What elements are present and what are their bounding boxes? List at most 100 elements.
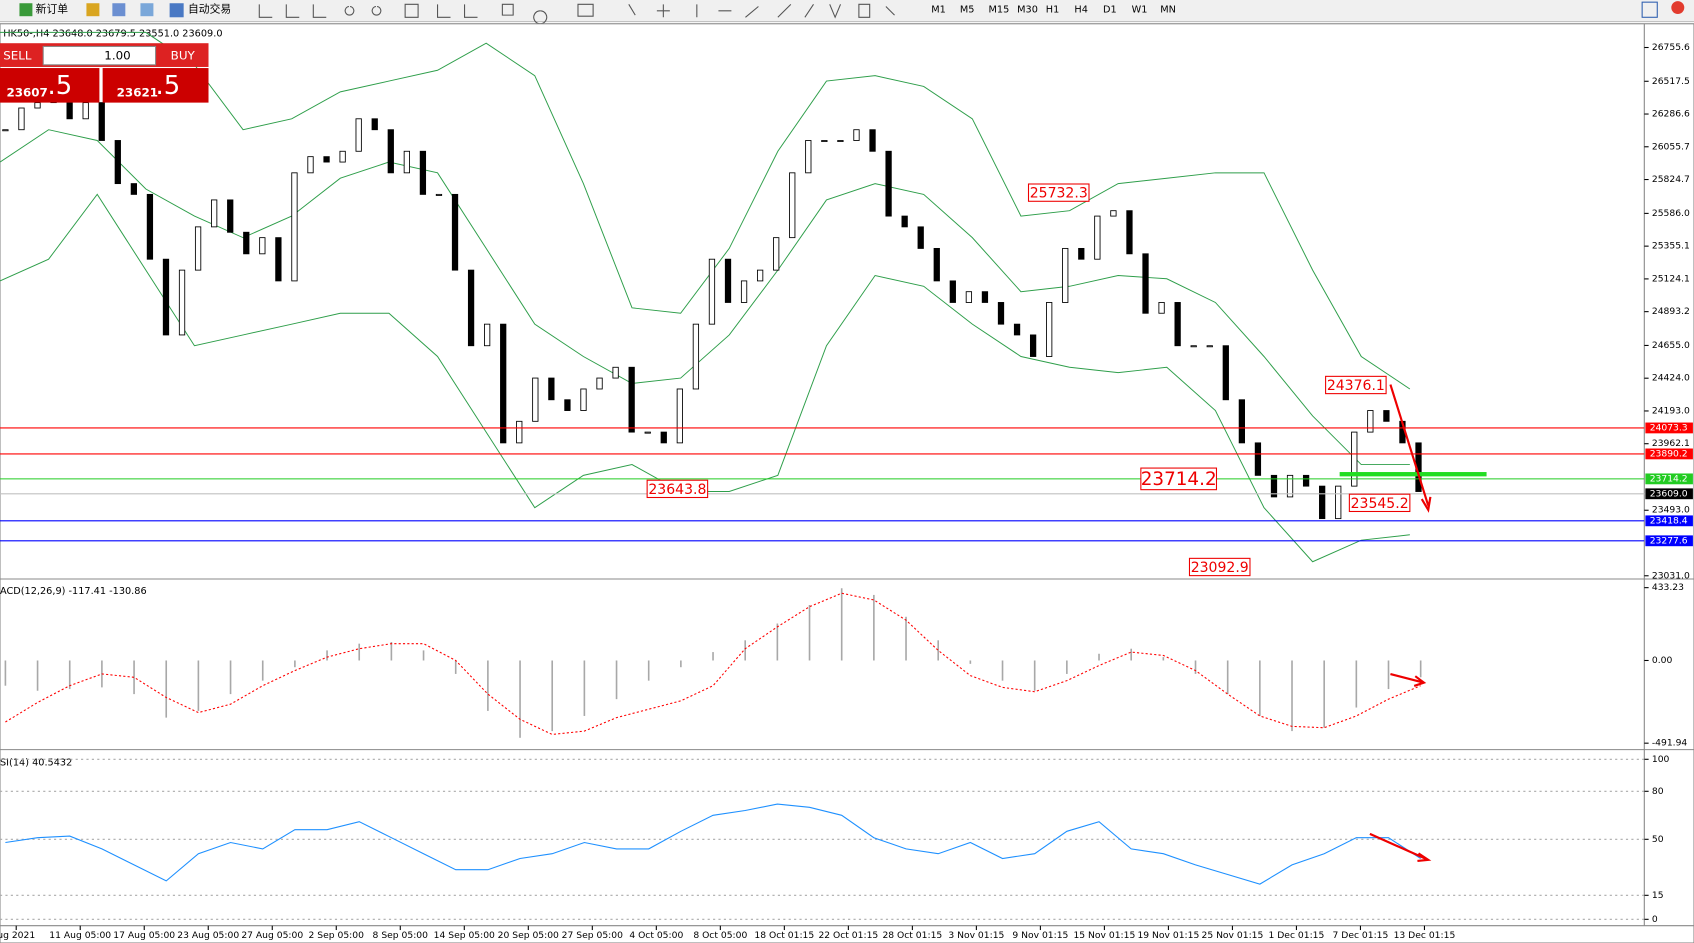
price-level-tag bbox=[1645, 535, 1693, 547]
trade-panel: SELL 1.00 BUY 23607 .5 23621 .5 bbox=[0, 43, 209, 103]
candle bbox=[484, 323, 491, 347]
toolbar-icon[interactable] bbox=[112, 3, 126, 17]
candle bbox=[146, 193, 154, 260]
price-level-label: 23890.2 bbox=[1650, 448, 1688, 459]
candle bbox=[596, 377, 603, 390]
price-annotation: 24376.1 bbox=[1327, 378, 1385, 394]
x-tick-label: 28 Oct 01:15 bbox=[882, 930, 942, 941]
y-tick-label: 50 bbox=[1652, 834, 1664, 845]
auto-trading-button[interactable]: 自动交易 bbox=[188, 2, 231, 16]
candle bbox=[98, 102, 105, 141]
candle bbox=[612, 366, 619, 379]
candle bbox=[467, 269, 475, 347]
x-tick-label: 19 Nov 01:15 bbox=[1137, 930, 1199, 941]
drawn-annotations bbox=[1339, 384, 1487, 862]
timeframe-button[interactable]: M1 bbox=[931, 5, 946, 16]
timeframe-button[interactable]: H4 bbox=[1074, 5, 1088, 16]
candle bbox=[692, 323, 700, 390]
price-level-tag bbox=[1645, 515, 1693, 527]
lot-input[interactable] bbox=[42, 45, 157, 66]
price-level-tag bbox=[1645, 422, 1693, 434]
timeframe-button[interactable]: W1 bbox=[1132, 5, 1148, 16]
candle bbox=[548, 377, 555, 401]
x-tick-label: 13 Dec 01:15 bbox=[1394, 930, 1456, 941]
candle bbox=[387, 129, 394, 174]
bollinger-band bbox=[0, 129, 1410, 466]
sell-price-box[interactable] bbox=[0, 68, 100, 103]
candle bbox=[628, 366, 635, 433]
notification-badge[interactable] bbox=[1671, 1, 1685, 15]
candle bbox=[1078, 247, 1085, 260]
buy-price-box[interactable] bbox=[102, 68, 209, 103]
x-tick-label: 22 Oct 01:15 bbox=[818, 930, 878, 941]
candle bbox=[516, 420, 523, 444]
candle bbox=[371, 118, 378, 131]
x-tick-label: 8 Sep 05:00 bbox=[373, 930, 429, 941]
lot-value[interactable]: 1.00 bbox=[104, 49, 130, 63]
toolbar-icon[interactable] bbox=[140, 3, 154, 17]
candle bbox=[275, 237, 282, 282]
rsi-line bbox=[5, 803, 1421, 885]
timeframe-button[interactable]: D1 bbox=[1103, 5, 1117, 16]
price-annotation-box bbox=[1027, 183, 1090, 202]
panel-title: ACD(12,26,9) -117.41 -130.86 bbox=[0, 586, 147, 597]
toolbar bbox=[0, 0, 1694, 22]
candle bbox=[724, 258, 732, 303]
bollinger-band bbox=[0, 31, 1411, 390]
candle bbox=[756, 269, 764, 282]
new-order-button[interactable]: 新订单 bbox=[36, 2, 69, 16]
buy-button[interactable]: BUY bbox=[171, 49, 196, 63]
chart-frame bbox=[0, 23, 1694, 943]
x-tick-label: 4 Oct 05:00 bbox=[629, 930, 683, 941]
timeframe-button[interactable]: MN bbox=[1160, 5, 1176, 16]
search-icon[interactable] bbox=[1641, 1, 1658, 18]
price-level-label: 23714.2 bbox=[1650, 473, 1688, 484]
panel-title: SI(14) 40.5432 bbox=[0, 758, 72, 769]
price-annotation: 23714.2 bbox=[1141, 469, 1217, 490]
candle bbox=[1110, 210, 1117, 217]
price-annotation-box bbox=[646, 479, 709, 499]
price-annotation: 23092.9 bbox=[1191, 560, 1249, 576]
price-level-label: 24073.3 bbox=[1650, 422, 1688, 433]
price-level-label: 23418.4 bbox=[1650, 515, 1688, 526]
x-tick-label: 17 Aug 05:00 bbox=[113, 930, 175, 941]
candle bbox=[740, 280, 748, 303]
sell-button[interactable]: SELL bbox=[3, 49, 32, 63]
candle bbox=[18, 107, 25, 131]
y-tick-label: 26517.5 bbox=[1652, 76, 1690, 87]
new-order-icon[interactable] bbox=[19, 3, 33, 17]
candle bbox=[355, 118, 362, 152]
candle bbox=[82, 102, 89, 120]
candle bbox=[676, 388, 683, 444]
timeframe-button[interactable]: M30 bbox=[1017, 5, 1038, 16]
x-tick-label: 8 Oct 05:00 bbox=[693, 930, 747, 941]
candle bbox=[965, 291, 973, 303]
candle bbox=[1046, 302, 1053, 357]
x-tick-label: 3 Nov 01:15 bbox=[948, 930, 1004, 941]
y-tick-label: 80 bbox=[1652, 786, 1664, 797]
timeframe-button[interactable]: M5 bbox=[960, 5, 975, 16]
candle bbox=[227, 199, 234, 233]
price-level-tag bbox=[1645, 473, 1693, 485]
candle bbox=[1367, 410, 1374, 433]
y-tick-label: 26755.6 bbox=[1652, 42, 1690, 53]
y-tick-label: 24424.0 bbox=[1652, 373, 1690, 384]
trend-arrow bbox=[1369, 832, 1432, 862]
toolbar-icon[interactable] bbox=[86, 3, 100, 17]
candle bbox=[1142, 253, 1149, 314]
sell-price: 23607 bbox=[6, 85, 47, 99]
candle bbox=[1286, 474, 1294, 498]
y-tick-label: 433.23 bbox=[1652, 582, 1684, 593]
candle bbox=[869, 129, 876, 152]
timeframe-button[interactable]: M15 bbox=[989, 5, 1010, 16]
x-tick-label: 7 Dec 01:15 bbox=[1333, 930, 1389, 941]
price-annotation-box bbox=[1188, 557, 1251, 577]
timeframe-button[interactable]: H1 bbox=[1046, 5, 1060, 16]
candle bbox=[211, 199, 218, 228]
y-tick-label: 100 bbox=[1652, 754, 1670, 765]
auto-trading-icon[interactable] bbox=[169, 3, 184, 18]
candle bbox=[708, 258, 716, 325]
y-tick-label: 26055.7 bbox=[1652, 141, 1690, 152]
candle bbox=[1222, 345, 1229, 401]
